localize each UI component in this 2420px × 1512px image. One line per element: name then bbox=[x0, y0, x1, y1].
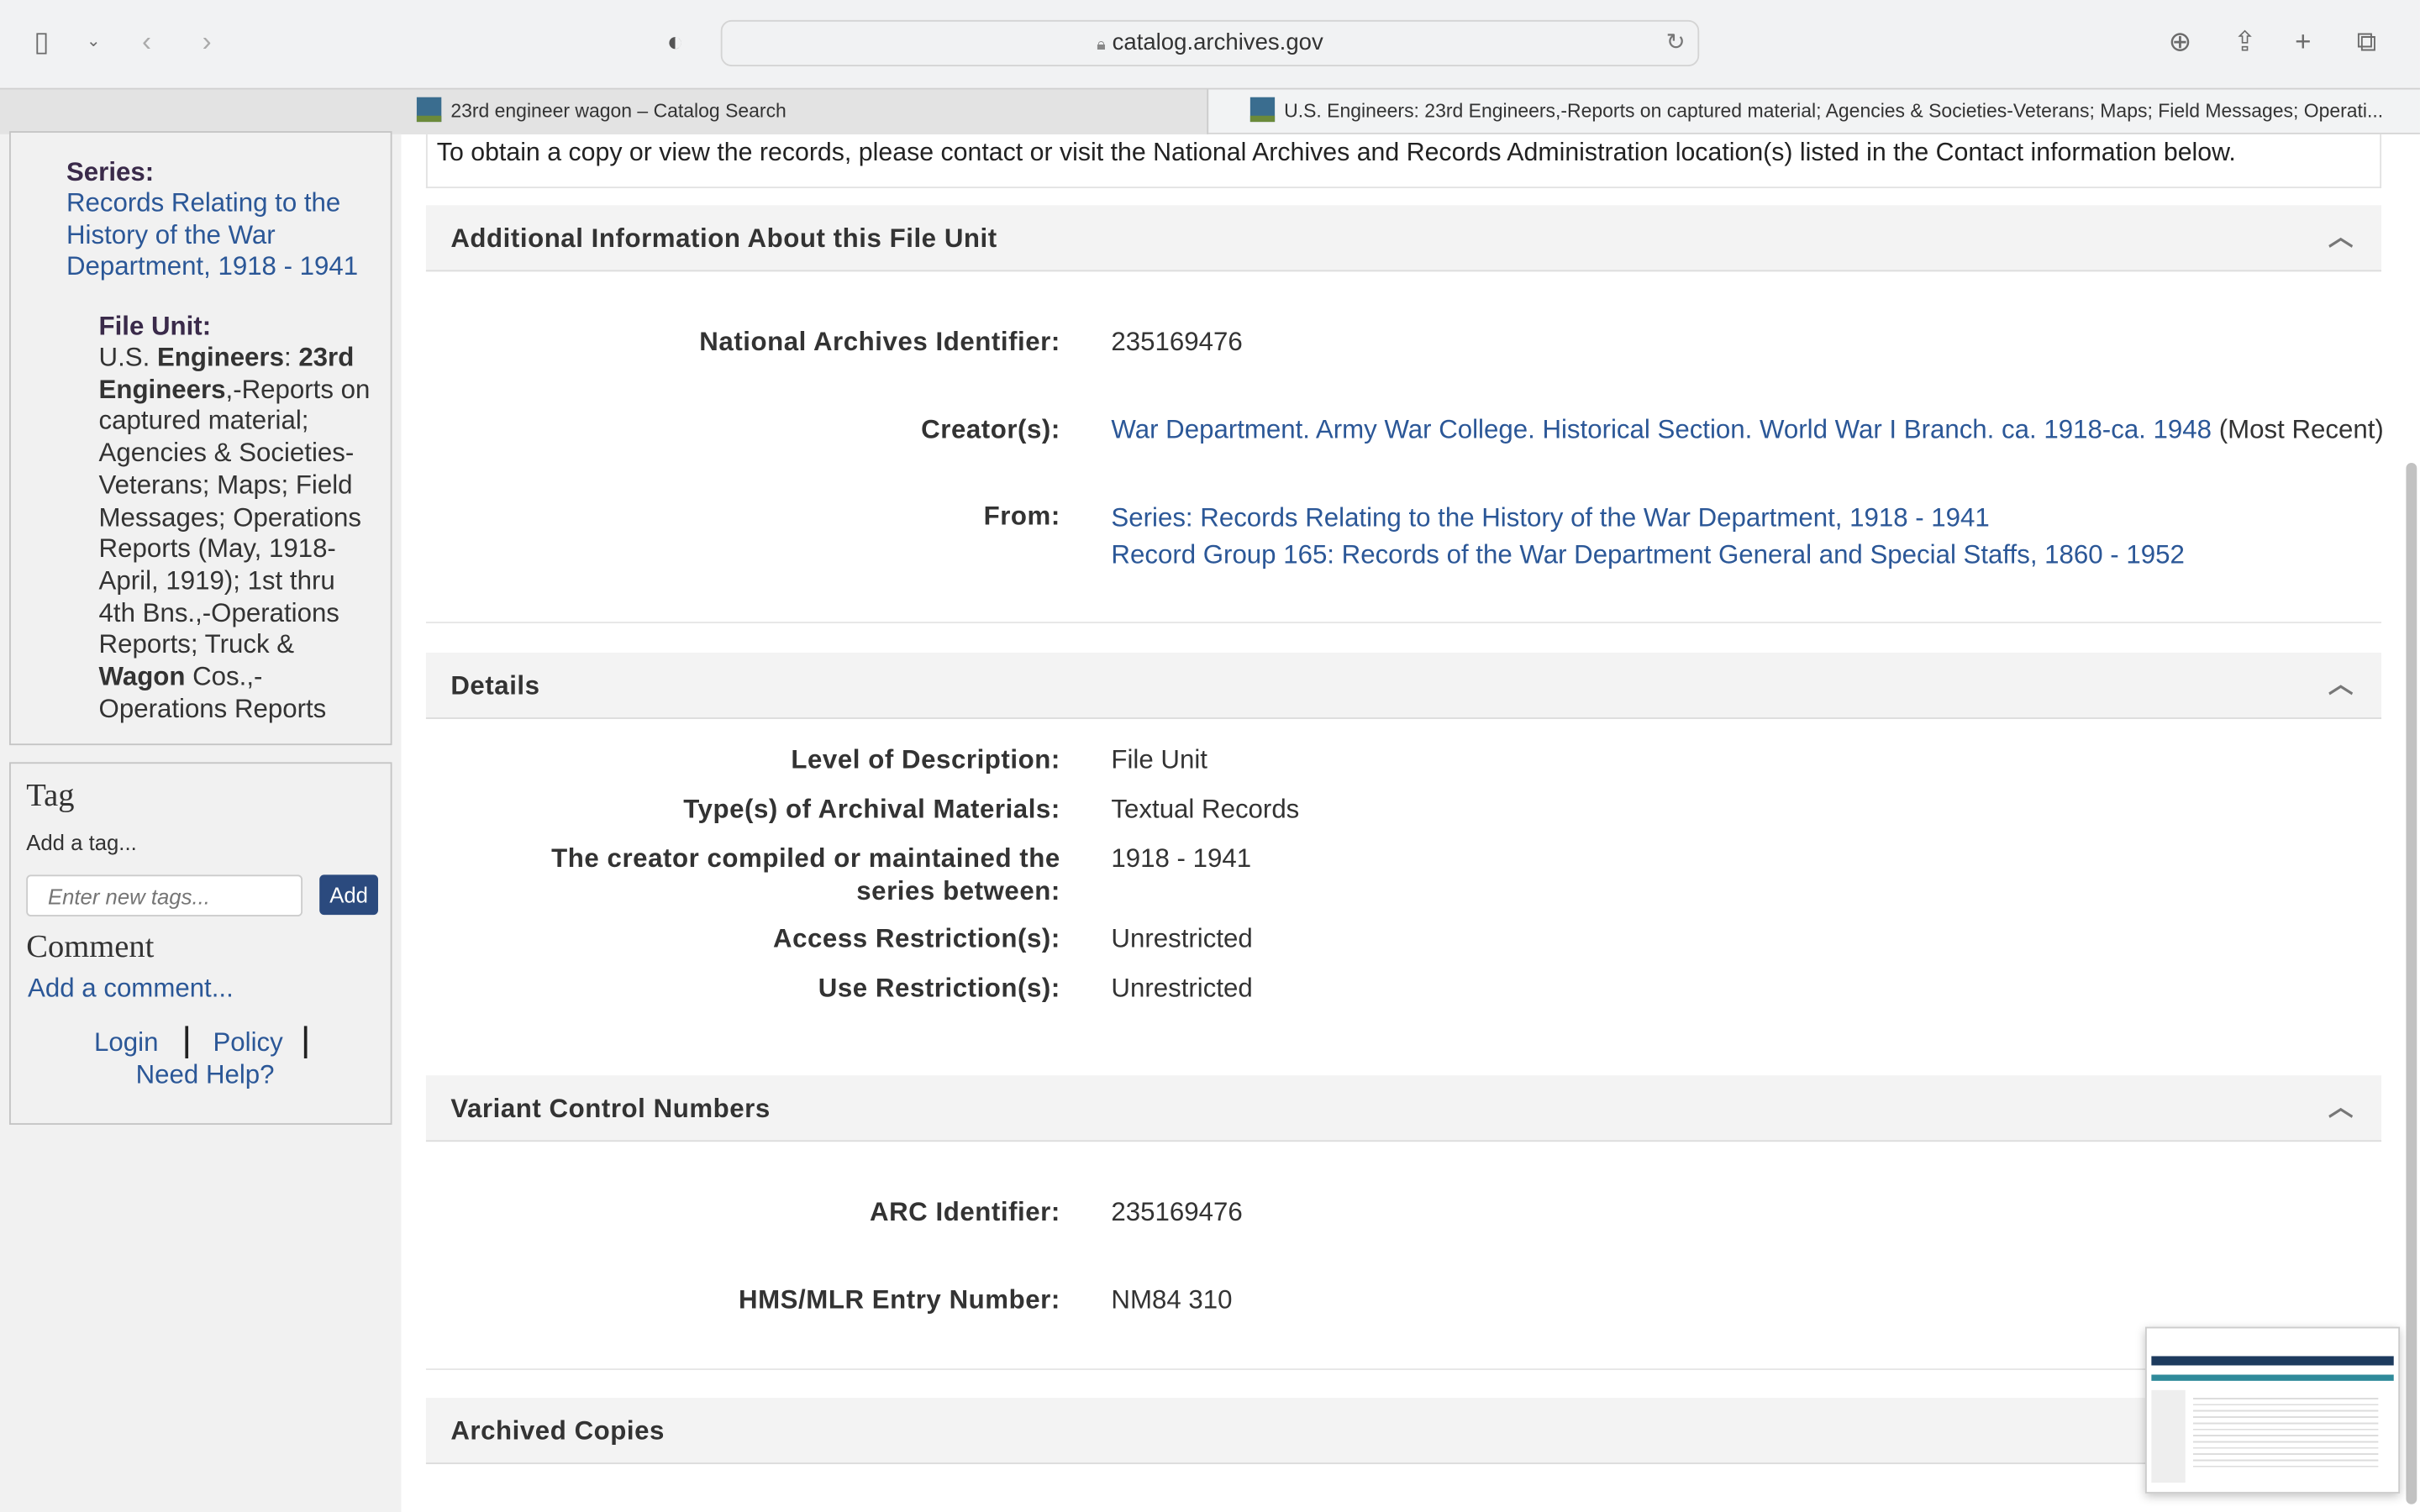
section-details[interactable]: Details ︿ bbox=[425, 652, 2382, 719]
chevron-up-icon[interactable]: ︿ bbox=[2328, 1095, 2354, 1122]
section-title: Archived Copies bbox=[450, 1416, 665, 1446]
divider bbox=[185, 1026, 189, 1058]
from-series-link[interactable]: Series: Records Relating to the History … bbox=[1111, 502, 1990, 533]
archives-favicon-icon bbox=[1249, 97, 1276, 123]
sidebar-toggle-icon[interactable]: ▯ bbox=[34, 26, 50, 57]
detail-value: 1918 - 1941 bbox=[1111, 843, 1252, 874]
hms-value: NM84 310 bbox=[1111, 1284, 1233, 1315]
creator-link[interactable]: War Department. Army War College. Histor… bbox=[1111, 415, 2212, 444]
section-title: Details bbox=[450, 670, 540, 701]
detail-value: Textual Records bbox=[1111, 794, 1300, 824]
detail-label: The creator compiled or maintained the s… bbox=[551, 843, 1060, 906]
section-title: Additional Information About this File U… bbox=[450, 223, 997, 254]
detail-label: Level of Description: bbox=[791, 745, 1060, 775]
thumbnail-header bbox=[2151, 1356, 2394, 1366]
chevron-up-icon[interactable]: ︿ bbox=[2328, 672, 2354, 700]
section-additional-info[interactable]: Additional Information About this File U… bbox=[425, 205, 2382, 272]
detail-value: File Unit bbox=[1111, 745, 1207, 775]
add-tag-button[interactable]: Add bbox=[319, 874, 378, 916]
tab-file-unit[interactable]: U.S. Engineers: 23rd Engineers,-Reports … bbox=[1249, 90, 2392, 134]
notice-box: To obtain a copy or view the records, pl… bbox=[425, 134, 2382, 189]
tab-overview-icon[interactable]: ⧉ bbox=[2356, 26, 2377, 57]
detail-value: Unrestricted bbox=[1111, 973, 1253, 1003]
section-variant-control-numbers[interactable]: Variant Control Numbers ︿ bbox=[425, 1075, 2382, 1142]
from-record-group-link[interactable]: Record Group 165: Records of the War Dep… bbox=[1111, 539, 2185, 570]
highlight: 23rd Engineers bbox=[98, 342, 355, 404]
creator-note: (Most Recent) bbox=[2218, 415, 2384, 444]
file-unit-label: File Unit: bbox=[98, 312, 212, 341]
arc-value: 235169476 bbox=[1111, 1197, 1243, 1227]
file-unit-title: U.S. Engineers: 23rd Engineers,-Reports … bbox=[99, 343, 377, 726]
series-link[interactable]: Records Relating to the History of the W… bbox=[66, 188, 359, 282]
naid-label: National Archives Identifier: bbox=[699, 327, 1060, 357]
add-comment-link[interactable]: Add a comment... bbox=[28, 973, 234, 1003]
divider bbox=[425, 1368, 2382, 1370]
detail-label: Type(s) of Archival Materials: bbox=[683, 794, 1060, 824]
tag-title: Tag bbox=[26, 775, 75, 813]
tag-input[interactable] bbox=[26, 874, 302, 916]
t: : bbox=[283, 342, 299, 372]
hms-label: HMS/MLR Entry Number: bbox=[739, 1284, 1060, 1315]
forward-icon[interactable]: › bbox=[202, 26, 212, 57]
detail-value: Unrestricted bbox=[1111, 924, 1253, 954]
naid-value: 235169476 bbox=[1111, 327, 1243, 357]
download-icon[interactable]: ⊕ bbox=[2168, 26, 2192, 57]
arc-label: ARC Identifier: bbox=[869, 1197, 1060, 1227]
t: ,-Reports on captured material; Agencies… bbox=[98, 374, 371, 659]
series-label: Series: bbox=[66, 157, 155, 187]
section-title: Variant Control Numbers bbox=[450, 1094, 771, 1124]
creator-label: Creator(s): bbox=[921, 415, 1060, 444]
detail-label: Use Restriction(s): bbox=[818, 973, 1060, 1003]
comment-title: Comment bbox=[26, 927, 155, 964]
lock-icon: 🔒︎ bbox=[1097, 35, 1106, 55]
share-icon[interactable]: ⇪ bbox=[2233, 26, 2257, 57]
address-bar[interactable]: 🔒︎ catalog.archives.gov ↻ bbox=[720, 19, 1700, 66]
archives-favicon-icon bbox=[416, 97, 442, 123]
hierarchy-box: Series: Records Relating to the History … bbox=[9, 131, 392, 746]
help-link[interactable]: Need Help? bbox=[135, 1059, 275, 1089]
thumbnail-banner bbox=[2151, 1374, 2394, 1381]
thumbnail-sidebar bbox=[2151, 1389, 2186, 1483]
new-tab-icon[interactable]: + bbox=[2295, 26, 2312, 57]
back-icon[interactable]: ‹ bbox=[141, 26, 151, 57]
divider bbox=[303, 1026, 308, 1058]
tag-comment-box: Tag Add a tag... Add Comment Add a comme… bbox=[9, 762, 392, 1125]
page-thumbnail-preview[interactable] bbox=[2145, 1326, 2401, 1494]
sidebar: Series: Records Relating to the History … bbox=[0, 131, 402, 1512]
scrollbar-thumb[interactable] bbox=[2406, 463, 2417, 1504]
detail-label: Access Restriction(s): bbox=[772, 924, 1060, 954]
divider bbox=[425, 622, 2382, 624]
chevron-up-icon[interactable]: ︿ bbox=[2328, 225, 2354, 252]
browser-toolbar: ▯ ⌄ ‹ › ◐ 🔒︎ catalog.archives.gov ↻ ⊕ ⇪ … bbox=[0, 0, 2420, 88]
section-archived-copies[interactable]: Archived Copies bbox=[425, 1398, 2382, 1465]
tab-bar: 23rd engineer wagon – Catalog Search U.S… bbox=[0, 87, 2420, 134]
t: Cos.,-Operations Reports bbox=[98, 662, 327, 723]
reload-icon[interactable]: ↻ bbox=[1665, 29, 1686, 56]
notice-text: To obtain a copy or view the records, pl… bbox=[436, 139, 2236, 167]
shield-icon[interactable]: ◐ bbox=[666, 26, 684, 57]
chevron-down-icon[interactable]: ⌄ bbox=[86, 32, 101, 51]
highlight: Engineers bbox=[156, 342, 284, 372]
tab-label: 23rd engineer wagon – Catalog Search bbox=[450, 100, 786, 123]
login-link[interactable]: Login bbox=[94, 1027, 159, 1058]
tab-label: U.S. Engineers: 23rd Engineers,-Reports … bbox=[1284, 100, 2384, 123]
policy-link[interactable]: Policy bbox=[213, 1027, 283, 1058]
tag-prompt: Add a tag... bbox=[26, 830, 137, 855]
tab-catalog-search[interactable]: 23rd engineer wagon – Catalog Search bbox=[0, 89, 1209, 134]
t: U.S. bbox=[98, 342, 157, 372]
thumbnail-content bbox=[2192, 1393, 2379, 1471]
highlight: Wagon bbox=[98, 662, 186, 691]
from-label: From: bbox=[983, 501, 1060, 531]
url-text: catalog.archives.gov bbox=[1112, 29, 1323, 56]
